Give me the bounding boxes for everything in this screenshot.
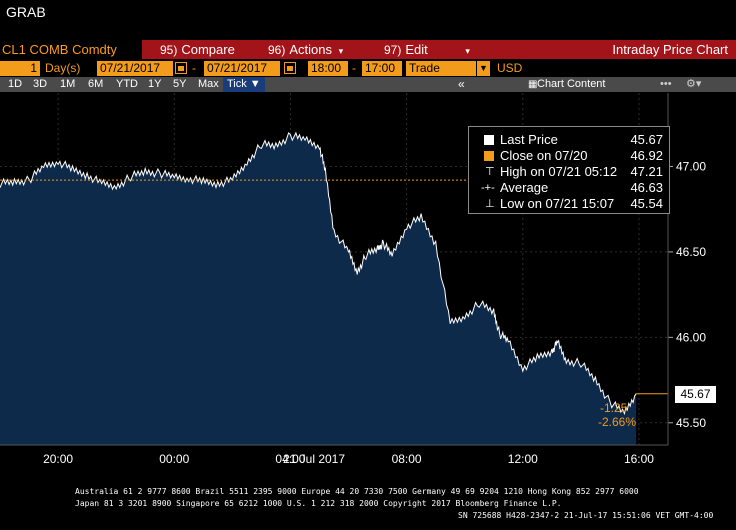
average-marker-icon: -+- — [481, 182, 495, 194]
time-separator: - — [352, 61, 356, 75]
intraday-price-chart[interactable]: 45.50 46.00 46.50 47.00 20:00 00:00 04:00 08:0… — [0, 93, 736, 465]
function-toolbar — [0, 40, 736, 59]
legend-row-low[interactable]: ⊥ Low on 07/21 15:07 45.54 — [469, 196, 669, 212]
y-tick-label: 46.00 — [676, 330, 706, 344]
compare-number: 95) — [160, 43, 178, 57]
settings-icon[interactable]: ⚙▾ — [686, 78, 702, 90]
change-percent: -2.66% — [598, 415, 636, 429]
actions-label: Actions — [289, 42, 332, 57]
chart-legend[interactable]: Last Price 45.67 Close on 07/20 46.92 ⊤ … — [468, 126, 670, 214]
legend-label: Average — [500, 180, 549, 195]
x-tick-label: 12:00 — [508, 452, 538, 465]
edit-label: Edit — [405, 42, 428, 57]
close-swatch — [484, 151, 494, 161]
x-tick-label: 20:00 — [43, 452, 73, 465]
legend-value: 47.21 — [630, 164, 663, 179]
end-date-field[interactable]: 07/21/2017 — [204, 61, 280, 76]
last-price-tag: 45.67 — [675, 385, 716, 403]
x-tick-label: 04:00 — [275, 452, 305, 465]
footer: Australia 61 2 9777 8600 Brazil 5511 239… — [0, 481, 736, 530]
actions-dropdown-icon: ▾ — [338, 46, 344, 56]
calendar-icon[interactable] — [284, 62, 296, 74]
y-tick-label: 45.50 — [676, 416, 706, 430]
y-tick-label: 47.00 — [676, 159, 706, 173]
legend-row-high[interactable]: ⊤ High on 07/21 05:12 47.21 — [469, 164, 669, 180]
start-time-field[interactable]: 18:00 — [308, 61, 348, 76]
edit-dropdown-icon: ▾ — [465, 46, 470, 56]
x-tick-label: 00:00 — [159, 452, 189, 465]
legend-label: Last Price — [500, 132, 558, 147]
calendar-icon[interactable] — [175, 62, 187, 74]
edit-number: 97) — [384, 43, 402, 57]
x-tick-label: 16:00 — [624, 452, 654, 465]
price-type-select[interactable]: Trade — [406, 61, 476, 76]
timeframe-max[interactable]: Max — [198, 78, 219, 90]
legend-row-close[interactable]: Close on 07/20 46.92 — [469, 148, 669, 164]
low-marker-icon: ⊥ — [485, 198, 495, 210]
legend-value: 45.54 — [630, 196, 663, 211]
collapse-icon[interactable]: « — [458, 77, 465, 91]
legend-label: Close on 07/20 — [500, 148, 588, 163]
period-count-field[interactable]: 1 — [0, 61, 40, 76]
end-time-field[interactable]: 17:00 — [362, 61, 402, 76]
legend-row-last-price[interactable]: Last Price 45.67 — [469, 132, 669, 148]
edit-button[interactable]: 97) Edit ▾ — [384, 40, 470, 59]
timeframe-1d[interactable]: 1D — [8, 78, 23, 90]
y-tick-label: 46.50 — [676, 245, 706, 259]
footer-contacts-1: Australia 61 2 9777 8600 Brazil 5511 239… — [75, 487, 639, 496]
period-unit-select[interactable]: Day(s) — [45, 61, 81, 75]
chart-content-icon[interactable]: ▦ — [528, 79, 538, 90]
timeframe-5y[interactable]: 5Y — [173, 78, 187, 90]
legend-value: 46.63 — [630, 180, 663, 195]
currency-field[interactable]: USD — [497, 61, 523, 75]
timeframe-ytd[interactable]: YTD — [116, 78, 138, 90]
timeframe-1y[interactable]: 1Y — [148, 78, 162, 90]
price-area — [0, 132, 637, 445]
window-title: GRAB — [6, 4, 46, 20]
compare-label: Compare — [181, 42, 235, 57]
actions-button[interactable]: 96) Actions ▾ — [268, 40, 343, 59]
legend-label: Low on 07/21 15:07 — [500, 196, 615, 211]
chart-content-button[interactable]: Chart Content — [537, 78, 606, 90]
tick-select[interactable]: Tick ▼ — [223, 77, 265, 92]
security-field[interactable]: CL1 COMB Comdty — [0, 40, 142, 59]
last-price-swatch — [484, 135, 494, 145]
footer-contacts-2: Japan 81 3 3201 8900 Singapore 65 6212 1… — [75, 499, 562, 508]
legend-row-average[interactable]: -+- Average 46.63 — [469, 180, 669, 196]
change-absolute: -1.25 — [600, 401, 628, 415]
x-tick-label: 08:00 — [392, 452, 422, 465]
x-axis-date-label: 21 Jul 2017 — [283, 452, 345, 465]
footer-session: SN 725688 H428-2347-2 21-Jul-17 15:51:06… — [458, 511, 714, 520]
start-date-field[interactable]: 07/21/2017 — [97, 61, 173, 76]
compare-button[interactable]: 95) Compare — [160, 40, 235, 59]
timeframe-3d[interactable]: 3D — [33, 78, 48, 90]
legend-label: High on 07/21 05:12 — [500, 164, 618, 179]
legend-value: 45.67 — [630, 132, 663, 147]
timeframe-bar — [0, 77, 736, 92]
price-line — [0, 131, 637, 416]
more-options-icon[interactable]: ••• — [660, 78, 672, 90]
timeframe-1m[interactable]: 1M — [60, 78, 76, 90]
actions-number: 96) — [268, 43, 286, 57]
date-separator: - — [192, 61, 196, 75]
timeframe-6m[interactable]: 6M — [88, 78, 104, 90]
high-marker-icon: ⊤ — [485, 166, 495, 178]
x-axis: 20:00 00:00 04:00 08:00 12:00 16:00 — [0, 444, 668, 465]
chart-title: Intraday Price Chart — [612, 42, 728, 57]
legend-value: 46.92 — [630, 148, 663, 163]
dropdown-arrow-icon[interactable]: ▼ — [477, 61, 490, 76]
